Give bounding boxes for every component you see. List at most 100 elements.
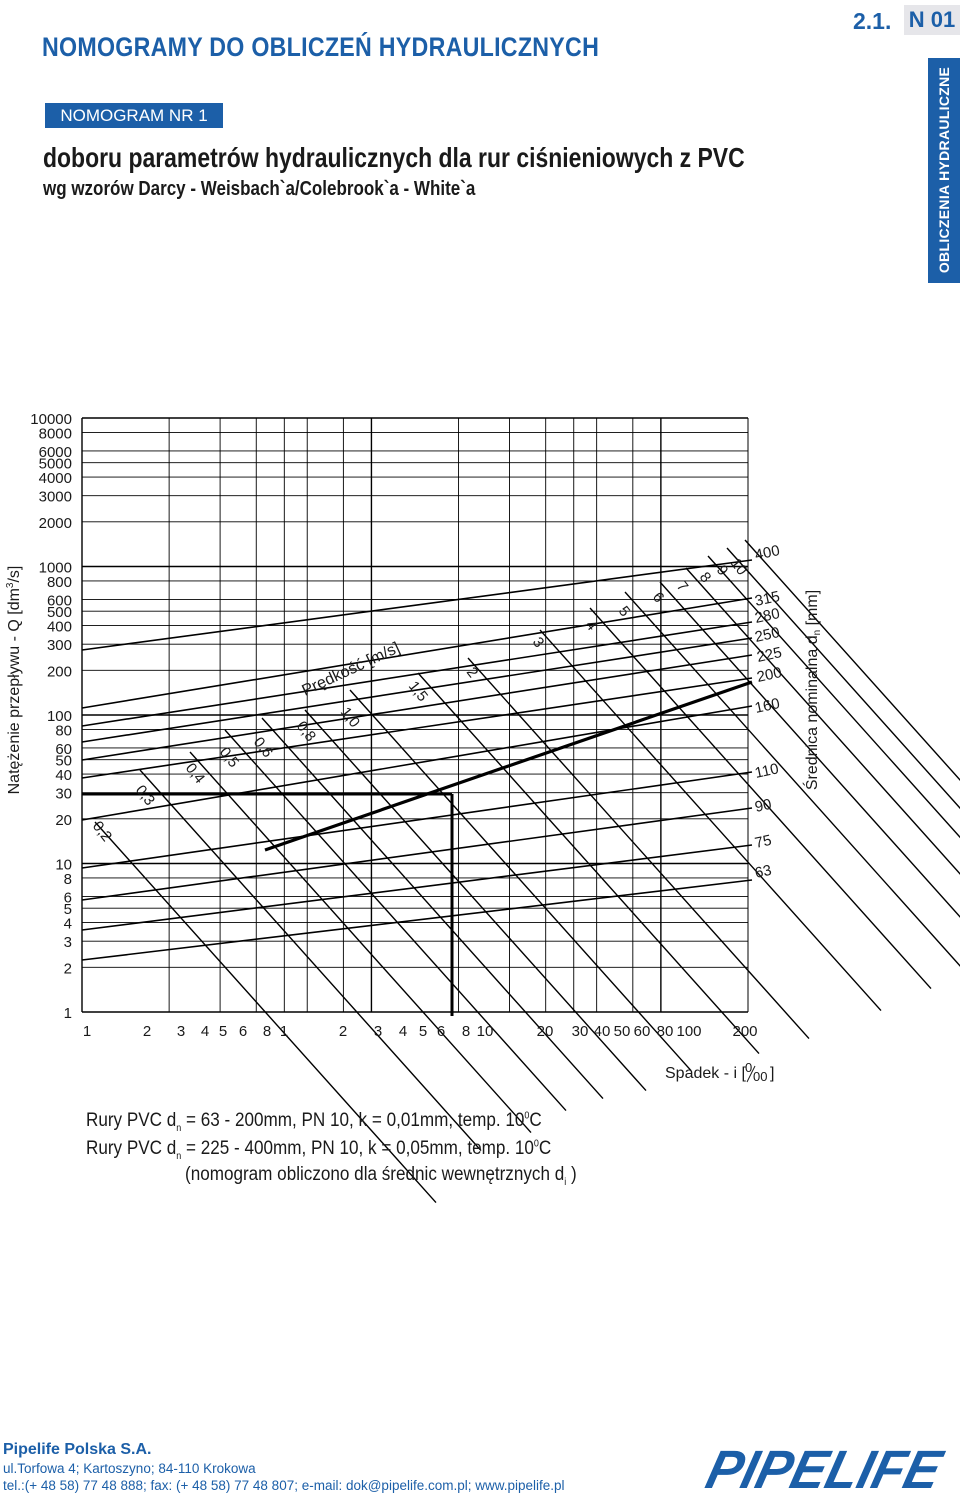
svg-text:0: 0 xyxy=(745,1060,752,1075)
x-tick-label: 2 xyxy=(339,1023,347,1040)
y-tick-label: 5 xyxy=(64,901,72,918)
y-tick-label: 300 xyxy=(47,637,72,654)
footer-contact: tel.:(+ 48 58) 77 48 888; fax: (+ 48 58)… xyxy=(3,1478,565,1493)
diameter-line xyxy=(81,677,753,779)
x-tick-label: 80 xyxy=(657,1023,674,1040)
x-tick-label: 8 xyxy=(462,1023,470,1040)
y-tick-label: 400 xyxy=(47,619,72,636)
x-tick-label: 5 xyxy=(419,1023,427,1040)
y-tick-label: 1 xyxy=(64,1005,72,1022)
x-tick-label: 8 xyxy=(263,1023,271,1040)
diameter-label: 90 xyxy=(753,796,773,816)
pipelife-logo: PIPELIFE xyxy=(702,1439,949,1496)
diameter-line xyxy=(81,879,753,961)
velocity-line xyxy=(94,821,437,1204)
grid xyxy=(81,417,749,1013)
y-tick-label: 10000 xyxy=(30,411,72,428)
diameter-label: 75 xyxy=(753,832,773,852)
side-tab: OBLICZENIA HYDRAULICZNE xyxy=(928,58,960,283)
velocity-line xyxy=(726,547,960,810)
x-tick-label: 1 xyxy=(280,1023,288,1040)
y-tick-label: 3 xyxy=(64,934,72,951)
velocity-line xyxy=(304,709,647,1092)
velocity-line xyxy=(189,751,532,1134)
y-tick-label: 2 xyxy=(64,960,72,977)
section-code-badge: N 01 xyxy=(904,5,960,35)
x-tick-label: 4 xyxy=(399,1023,407,1040)
y-tick-label: 5000 xyxy=(39,456,72,473)
footer-address: ul.Torfowa 4; Kartoszyno; 84-110 Krokowa xyxy=(3,1461,256,1476)
velocity-label: 8 xyxy=(696,569,715,586)
y-tick-label: 80 xyxy=(55,722,72,739)
chart-labels: 1234568102030405060801002003004005006008… xyxy=(30,411,783,1040)
velocity-line xyxy=(685,567,960,875)
x-tick-label: 200 xyxy=(732,1023,757,1040)
diameter-label: 200 xyxy=(755,664,783,686)
x-tick-label: 4 xyxy=(201,1023,209,1040)
x-tick-label: 6 xyxy=(437,1023,445,1040)
velocity-line xyxy=(417,672,760,1055)
velocity-line xyxy=(139,769,482,1152)
y-tick-label: 600 xyxy=(47,592,72,609)
diameter-label: 110 xyxy=(753,760,780,782)
velocity-line xyxy=(467,657,810,1040)
diameter-label: 160 xyxy=(753,695,781,717)
example-reading xyxy=(82,792,454,1016)
note-line-3: (nomogram obliczono dla średnic wewnętrz… xyxy=(185,1164,577,1188)
velocity-line xyxy=(624,591,960,967)
velocity-label: 1,5 xyxy=(405,678,431,705)
diameter-label: 315 xyxy=(753,588,781,610)
diameter-line xyxy=(81,771,753,869)
diameter-label: 400 xyxy=(753,542,781,564)
velocity-label: 3 xyxy=(529,634,548,651)
y-tick-label: 60 xyxy=(55,741,72,758)
footer-company: Pipelife Polska S.A. xyxy=(3,1441,152,1458)
note-line-2: Rury PVC dn = 225 - 400mm, PN 10, k = 0,… xyxy=(86,1138,552,1162)
svg-text:PIPELIFE: PIPELIFE xyxy=(702,1439,949,1496)
y-tick-label: 6000 xyxy=(39,444,72,461)
velocity-line xyxy=(659,581,960,918)
y-tick-label: 20 xyxy=(55,812,72,829)
nomogram-formula-note: wg wzorów Darcy - Weisbach`a/Colebrook`a… xyxy=(43,178,476,200)
velocity-label: 6 xyxy=(649,589,668,606)
svg-text:00: 00 xyxy=(753,1069,767,1084)
diameter-axis-label: Średnica nominalna dn [mm] xyxy=(802,590,823,790)
y-tick-label: 50 xyxy=(55,753,72,770)
x-tick-label: 5 xyxy=(219,1023,227,1040)
y-tick-label: 2000 xyxy=(39,515,72,532)
y-tick-label: 4 xyxy=(64,916,72,933)
y-tick-label: 1000 xyxy=(39,560,72,577)
x-tick-label: 3 xyxy=(374,1023,382,1040)
velocity-line xyxy=(349,689,692,1072)
x-tick-label: 3 xyxy=(177,1023,185,1040)
velocity-label: 0,4 xyxy=(182,760,208,787)
diameter-label: 250 xyxy=(753,624,781,646)
velocity-lines xyxy=(94,539,960,1204)
diameter-line xyxy=(81,559,753,651)
diameter-label: 225 xyxy=(755,644,783,666)
x-axis-label: Spadek - i [ 0 00 ] xyxy=(665,1060,774,1084)
y-tick-label: 4000 xyxy=(39,470,72,487)
nomogram-subtitle: doboru parametrów hydraulicznych dla rur… xyxy=(43,142,745,173)
x-tick-label: 6 xyxy=(239,1023,247,1040)
y-tick-label: 30 xyxy=(55,786,72,803)
y-tick-label: 200 xyxy=(47,663,72,680)
velocity-line xyxy=(539,629,882,1012)
svg-text:]: ] xyxy=(770,1065,774,1082)
diameter-line-bold xyxy=(264,680,753,852)
velocity-line xyxy=(261,717,604,1100)
x-tick-label: 40 xyxy=(594,1023,611,1040)
page-title: NOMOGRAMY DO OBLICZEŃ HYDRAULICZNYCH xyxy=(42,32,600,62)
velocity-label: 4 xyxy=(582,617,601,634)
diameter-line xyxy=(81,705,753,821)
y-tick-label: 8000 xyxy=(39,425,72,442)
x-tick-label: 60 xyxy=(634,1023,651,1040)
nomogram-badge: NOMOGRAM NR 1 xyxy=(45,103,223,128)
velocity-label: 0,6 xyxy=(250,734,276,761)
svg-text:Spadek - i [: Spadek - i [ xyxy=(665,1065,746,1082)
diameter-line xyxy=(81,597,753,709)
y-tick-label: 100 xyxy=(47,708,72,725)
y-tick-label: 8 xyxy=(64,871,72,888)
y-tick-label: 6 xyxy=(64,889,72,906)
